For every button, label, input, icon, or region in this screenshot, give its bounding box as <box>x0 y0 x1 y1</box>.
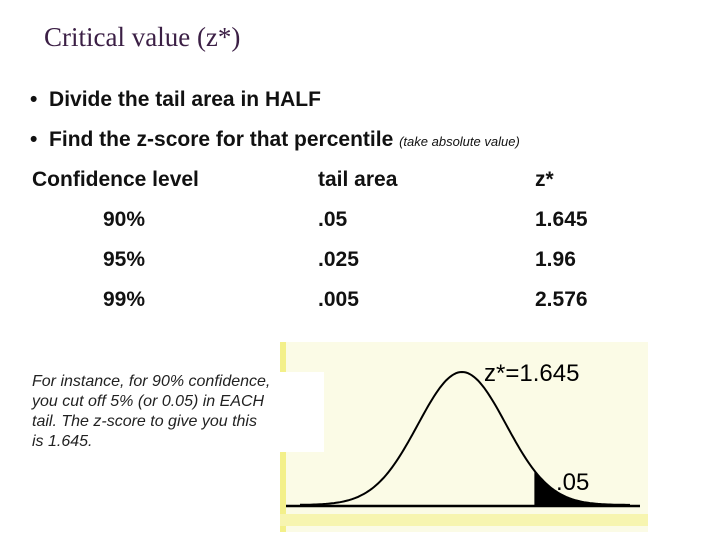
table-cell: 2.576 <box>535 288 588 311</box>
table-header: tail area <box>318 168 398 191</box>
tail-label: .05 <box>556 469 589 496</box>
table-cell: 90% <box>103 208 146 231</box>
example-line: For instance, for 90% confidence, <box>32 373 271 390</box>
bullet-text: Divide the tail area in HALF <box>49 88 321 111</box>
example-line: tail. The z-score to give you this <box>32 413 257 430</box>
table-header: Confidence level <box>32 168 199 191</box>
table-cell: 95% <box>103 248 146 271</box>
normal-curve <box>300 370 630 506</box>
bullet-text: Find the z-score for that percentile <box>49 128 394 151</box>
table-cell: 99% <box>103 288 146 311</box>
example-line: is 1.645. <box>32 433 93 450</box>
table-cell: .05 <box>318 208 348 231</box>
slide-title: Critical value (z*) <box>44 22 241 52</box>
example-line: you cut off 5% (or 0.05) in EACH <box>32 393 265 410</box>
tail-area <box>534 470 600 505</box>
table-cell: 1.96 <box>535 248 576 271</box>
table-cell: .005 <box>318 288 359 311</box>
figure-border <box>280 514 648 526</box>
figure-background <box>280 342 648 532</box>
example-text: For instance, for 90% confidence, you cut… <box>32 372 324 452</box>
table-cell: 1.645 <box>535 208 588 231</box>
bullet: • Find the z-score for that percentile (… <box>30 128 520 151</box>
table-header: z* <box>535 168 554 191</box>
table-cell: .025 <box>318 248 359 271</box>
bullet-note: (take absolute value) <box>399 134 520 149</box>
bullet: • Divide the tail area in HALF <box>30 88 321 111</box>
z-label: z*=1.645 <box>484 360 579 387</box>
